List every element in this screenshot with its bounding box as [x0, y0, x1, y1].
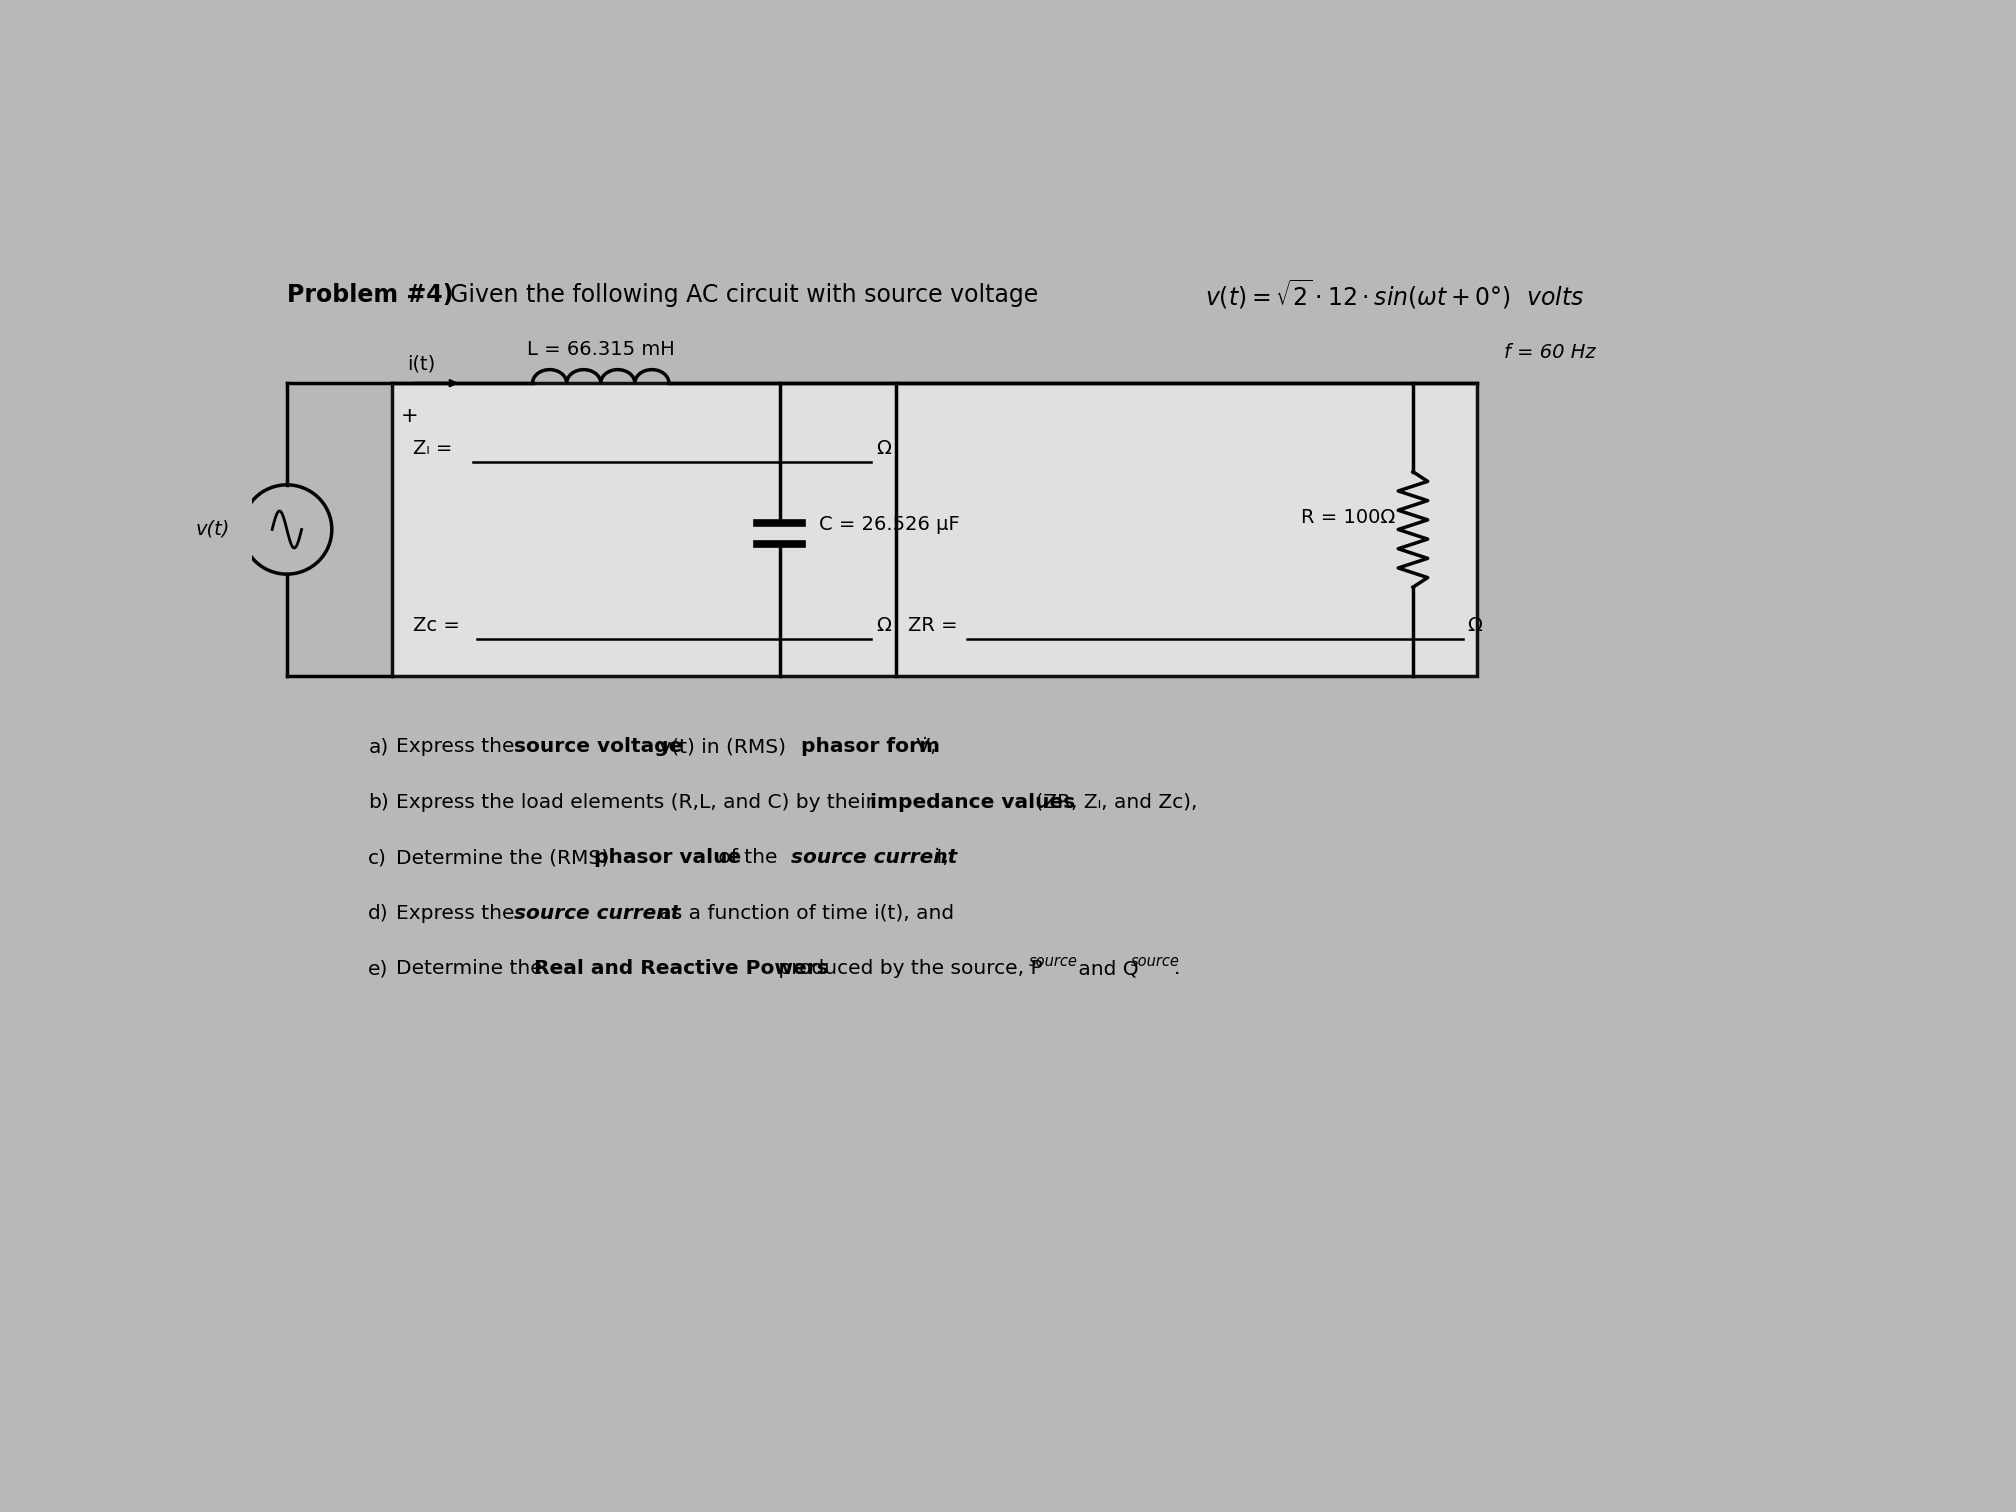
Text: and Q: and Q	[1073, 959, 1139, 978]
Text: i(t): i(t)	[407, 355, 435, 373]
Text: Express the: Express the	[395, 904, 520, 922]
Text: d): d)	[369, 904, 389, 922]
Text: Determine the: Determine the	[395, 959, 548, 978]
Text: source current: source current	[792, 848, 958, 868]
Text: f = 60 Hz: f = 60 Hz	[1504, 343, 1595, 361]
Text: as a function of time i(t), and: as a function of time i(t), and	[653, 904, 954, 922]
Text: $v(t) = \sqrt{2} \cdot 12 \cdot \mathit{sin}(\omega t + 0°)$  volts: $v(t) = \sqrt{2} \cdot 12 \cdot \mathit{…	[1206, 278, 1585, 311]
Text: (ZR, Zₗ, and Zc),: (ZR, Zₗ, and Zc),	[1028, 792, 1198, 812]
Text: R = 100Ω: R = 100Ω	[1300, 508, 1395, 528]
Text: impedance values: impedance values	[871, 792, 1077, 812]
Text: L = 66.315 mH: L = 66.315 mH	[526, 340, 675, 358]
Text: Express the load elements (R,L, and C) by their: Express the load elements (R,L, and C) b…	[395, 792, 881, 812]
Text: v(t): v(t)	[196, 520, 230, 538]
Text: source voltage: source voltage	[514, 738, 683, 756]
Text: Zc =: Zc =	[413, 617, 460, 635]
Text: Ω: Ω	[875, 438, 891, 458]
Text: Problem #4): Problem #4)	[286, 283, 454, 307]
Text: ZR =: ZR =	[907, 617, 958, 635]
Text: Zₗ =: Zₗ =	[413, 438, 452, 458]
Text: .: .	[1173, 959, 1179, 978]
Text: phasor value: phasor value	[593, 848, 740, 868]
Text: C = 26.526 μF: C = 26.526 μF	[818, 514, 960, 534]
Text: Real and Reactive Powers: Real and Reactive Powers	[534, 959, 829, 978]
Text: of the: of the	[712, 848, 784, 868]
Text: Determine the (RMS): Determine the (RMS)	[395, 848, 615, 868]
Text: İ,: İ,	[929, 848, 950, 868]
Text: Ω: Ω	[1468, 617, 1482, 635]
Text: e): e)	[369, 959, 389, 978]
Text: source: source	[1131, 954, 1179, 969]
Text: b): b)	[369, 792, 389, 812]
Text: a): a)	[369, 738, 389, 756]
Text: source current: source current	[514, 904, 681, 922]
Text: +: +	[401, 405, 419, 425]
Text: Given the following AC circuit with source voltage: Given the following AC circuit with sour…	[450, 283, 1046, 307]
Bar	[391, 383, 1476, 676]
Text: Ω: Ω	[875, 617, 891, 635]
Text: v(t) in (RMS): v(t) in (RMS)	[653, 738, 792, 756]
Text: c): c)	[369, 848, 387, 868]
Text: Express the: Express the	[395, 738, 520, 756]
Text: source: source	[1028, 954, 1077, 969]
Text: produced by the source, P: produced by the source, P	[772, 959, 1042, 978]
Text: phasor form: phasor form	[800, 738, 939, 756]
Text: V̇,: V̇,	[909, 738, 937, 756]
